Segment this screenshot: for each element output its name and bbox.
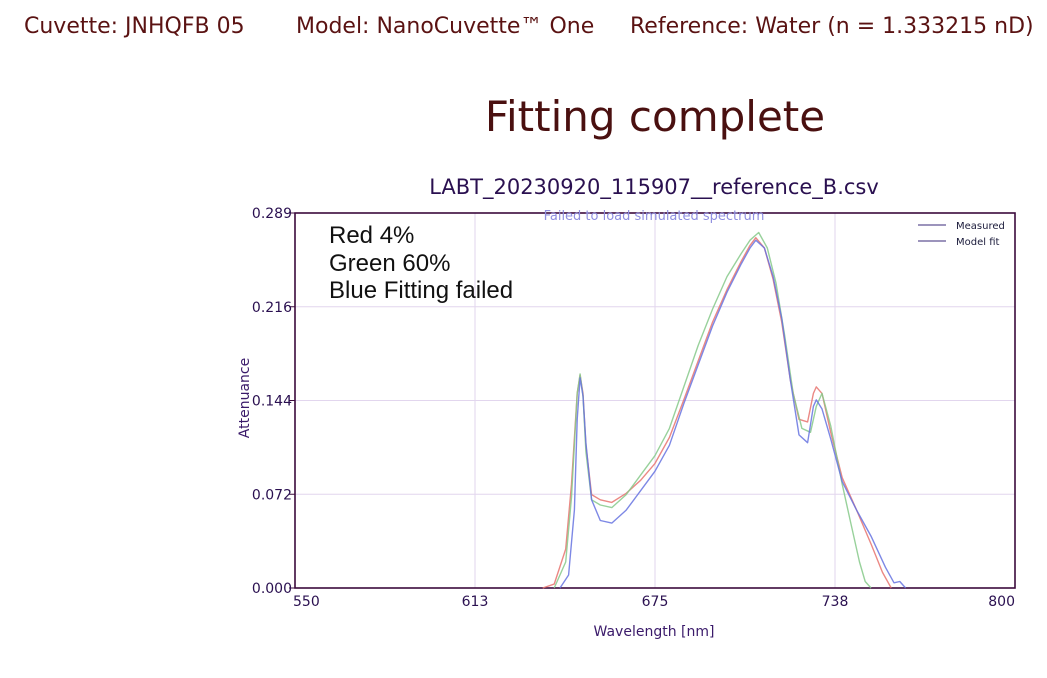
series-line-blue: [559, 239, 907, 589]
annotation-box: Red 4% Green 60% Blue Fitting failed: [329, 222, 513, 304]
legend-model-fit: Model fit: [956, 237, 1000, 248]
grid-lines: [295, 213, 1015, 588]
reference-label: Reference: Water (n = 1.333215 nD): [630, 14, 1034, 39]
x-tick-label: 550: [293, 594, 320, 610]
series-line-green: [553, 231, 872, 589]
chart-title: LABT_20230920_115907__reference_B.csv: [429, 175, 879, 200]
x-tick-label: 675: [642, 594, 669, 610]
warning-text: Failed to load simulated spectrum: [544, 209, 765, 224]
header-bar: Cuvette: JNHQFB 05 Model: NanoCuvette™ O…: [24, 14, 1047, 44]
fitting-status: Fitting complete: [484, 92, 826, 141]
y-tick-label: 0.000: [252, 581, 292, 597]
y-axis-label: Attenuance: [237, 358, 253, 438]
series-layer: [542, 231, 907, 589]
y-tick-label: 0.144: [252, 394, 292, 410]
annotation-green: Green 60%: [329, 250, 450, 277]
x-tick-label: 800: [988, 594, 1015, 610]
annotation-red: Red 4%: [329, 222, 414, 249]
cuvette-label: Cuvette: JNHQFB 05: [24, 14, 245, 39]
annotation-blue: Blue Fitting failed: [329, 277, 513, 304]
tick-labels: 550 613 675 738 800 0.000 0.072 0.144 0.216 0.289: [252, 206, 1015, 610]
x-tick-label: 613: [462, 594, 489, 610]
model-label: Model: NanoCuvette™ One: [296, 14, 595, 39]
y-tick-label: 0.216: [252, 300, 292, 316]
y-tick-label: 0.072: [252, 487, 292, 503]
x-axis-label: Wavelength [nm]: [594, 624, 715, 640]
y-tick-label: 0.289: [252, 206, 292, 222]
series-line-red: [542, 236, 892, 589]
legend: Measured Model fit: [918, 221, 1005, 248]
x-tick-label: 738: [822, 594, 849, 610]
legend-measured: Measured: [956, 221, 1005, 232]
